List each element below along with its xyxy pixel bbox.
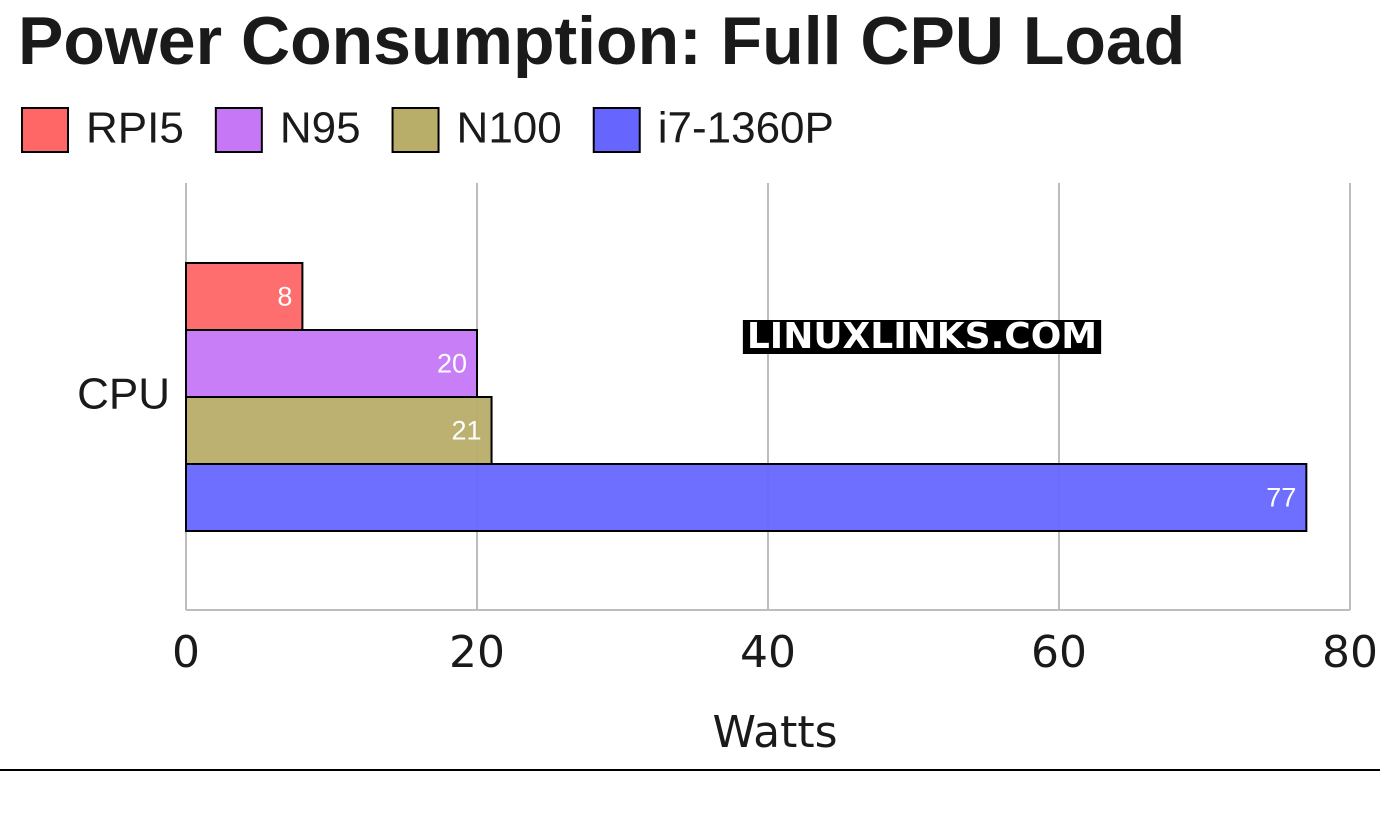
legend-swatch [391,107,440,153]
watermark-bg [742,320,1102,354]
bar [185,463,1308,532]
x-axis-label: Watts [712,707,837,758]
value-label: 77 [1266,483,1296,513]
watermark: LINUXLINKS.COM [747,316,1097,357]
legend-label: RPI5 [86,104,184,153]
x-tick-label: 80 [1322,627,1378,678]
legend-swatch [592,107,641,153]
legend-swatch [21,107,69,153]
bar [185,329,478,398]
legend-swatch [214,107,263,153]
value-label: 8 [277,282,292,312]
legend-label: N95 [280,104,361,153]
x-tick-label: 40 [740,627,796,678]
legend-label: N100 [457,104,562,153]
value-label: 21 [452,416,482,446]
x-tick-label: 20 [449,627,505,678]
chart-title: Power Consumption: Full CPU Load [18,3,1185,79]
y-tick-label: CPU [77,370,170,419]
value-label: 20 [437,349,467,379]
legend-label: i7-1360P [658,104,834,153]
x-tick-label: 60 [1031,627,1087,678]
x-tick-label: 0 [172,627,200,678]
bar [185,396,493,465]
